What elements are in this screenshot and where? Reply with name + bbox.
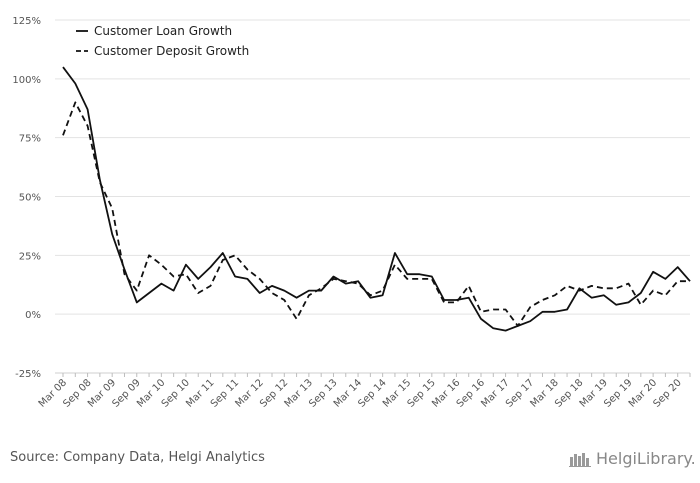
library-icon [569,452,591,467]
brand-logo[interactable]: HelgiLibrary. [569,449,696,468]
brand-name: HelgiLibrary. [596,449,696,468]
series-line-deposit-growth [62,101,690,327]
y-tick-label: 75% [19,134,41,145]
series-line-loan-growth [62,66,691,332]
source-note: Source: Company Data, Helgi Analytics [10,450,265,465]
legend-label: Customer Loan Growth [94,24,232,38]
y-tick-label: 100% [12,75,41,86]
y-tick-label: -25% [15,369,41,380]
y-tick-label: 25% [19,251,41,262]
y-tick-label: 50% [19,193,41,204]
y-tick-label: 125% [12,16,41,27]
y-tick-label: 0% [25,310,41,321]
legend-label: Customer Deposit Growth [94,44,249,58]
